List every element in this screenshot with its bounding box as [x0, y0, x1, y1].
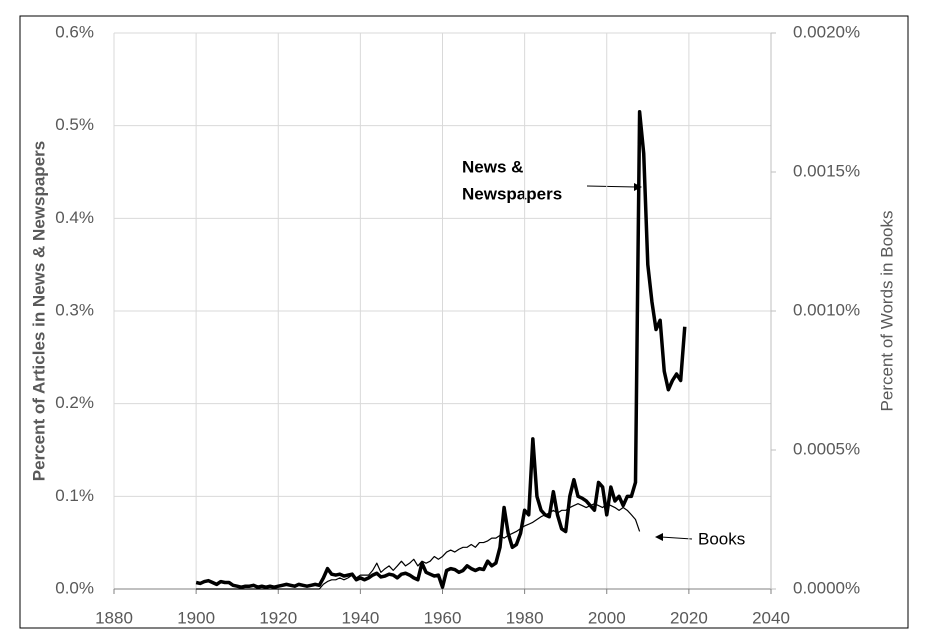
y2-tick-label: 0.0015% [793, 161, 860, 180]
y-tick-label: 0.4% [55, 208, 94, 227]
annotation-arrow [660, 536, 693, 540]
data-line [195, 110, 687, 589]
annotation-arrow [586, 185, 637, 188]
x-tick-label: 1920 [259, 608, 297, 627]
x-tick-label: 1880 [95, 608, 133, 627]
y-tick-label: 0.2% [55, 393, 94, 412]
x-tick-label: 1960 [424, 608, 462, 627]
x-tick-label: 1900 [177, 608, 215, 627]
y2-tick-label: 0.0020% [793, 22, 860, 41]
data-line [196, 503, 641, 590]
y2-tick-label: 0.0010% [793, 300, 860, 319]
y-axis-title: Percent of Articles in News & Newspapers [29, 141, 48, 481]
y-tick-label: 0.6% [55, 22, 94, 41]
y-tick-label: 0.3% [55, 300, 94, 319]
annotation: News & [462, 157, 523, 176]
x-tick-label: 1940 [341, 608, 379, 627]
annotation: Books [698, 529, 745, 548]
annotation: Newspapers [462, 184, 562, 203]
y2-axis-title: Percent of Words in Books [877, 211, 896, 412]
y-tick-label: 0.1% [55, 486, 94, 505]
x-tick-label: 1980 [506, 608, 544, 627]
x-tick-label: 2020 [670, 608, 708, 627]
y2-tick-label: 0.0000% [793, 578, 860, 597]
annotation-arrowhead [655, 533, 663, 541]
x-tick-label: 2000 [588, 608, 626, 627]
y-tick-label: 0.0% [55, 578, 94, 597]
frame [19, 15, 909, 629]
y2-tick-label: 0.0005% [793, 439, 860, 458]
x-tick-label: 2040 [752, 608, 790, 627]
y-tick-label: 0.5% [55, 115, 94, 134]
